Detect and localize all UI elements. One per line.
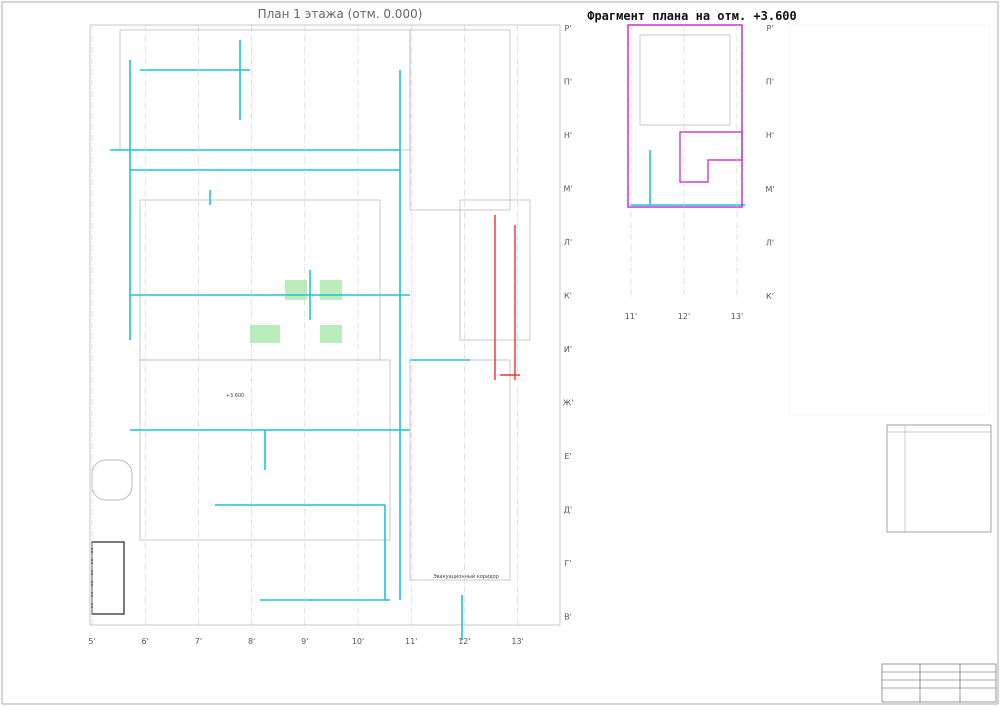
plan-title: План 1 этажа (отм. 0.000) bbox=[258, 7, 423, 21]
red-pipes bbox=[494, 215, 520, 380]
column-axis-label: 11' bbox=[625, 312, 637, 321]
row-axis-label: Н' bbox=[564, 131, 572, 140]
row-axis-label: Л' bbox=[564, 238, 572, 247]
row-axis-label: Н' bbox=[766, 131, 774, 140]
level-mark: +3.600 bbox=[226, 393, 245, 399]
column-axis-label: 5' bbox=[88, 637, 95, 646]
row-axis-label: М' bbox=[563, 185, 572, 194]
column-axis-label: 6' bbox=[142, 637, 149, 646]
title-block bbox=[881, 663, 997, 703]
legend-box bbox=[789, 24, 992, 533]
row-axis-label: Р' bbox=[766, 24, 773, 33]
column-axis-label: 11' bbox=[405, 637, 417, 646]
row-axis-label: Р' bbox=[564, 24, 571, 33]
column-axis-label: 12' bbox=[458, 637, 470, 646]
row-axis-label: К' bbox=[564, 292, 572, 301]
row-axis-label: Ж' bbox=[563, 399, 574, 408]
row-axis-label: В' bbox=[564, 613, 572, 622]
column-axis-label: 13' bbox=[731, 312, 743, 321]
fragment-plan bbox=[627, 24, 743, 208]
row-axis-label: Л' bbox=[766, 238, 774, 247]
pipe-network bbox=[110, 40, 745, 640]
row-axis-label: П' bbox=[766, 78, 774, 87]
column-axis-label: 7' bbox=[195, 637, 202, 646]
row-axis-label: Е' bbox=[564, 452, 571, 461]
fragment-title: Фрагмент плана на отм. +3.600 bbox=[587, 9, 797, 23]
room-label: Эвакуационный коридор bbox=[433, 573, 499, 580]
row-axis-label: К' bbox=[766, 292, 774, 301]
row-axis-label: П' bbox=[564, 78, 572, 87]
column-axis-label: 9' bbox=[301, 637, 308, 646]
row-axis-label: М' bbox=[765, 185, 774, 194]
row-axis-label: И' bbox=[564, 345, 572, 354]
column-axis-label: 12' bbox=[678, 312, 690, 321]
row-axis-label: Д' bbox=[564, 506, 572, 515]
column-axis-label: 10' bbox=[352, 637, 364, 646]
column-axis-label: 13' bbox=[511, 637, 523, 646]
building-walls bbox=[89, 24, 561, 626]
row-axis-label: Г' bbox=[564, 559, 571, 568]
column-axis-label: 8' bbox=[248, 637, 255, 646]
